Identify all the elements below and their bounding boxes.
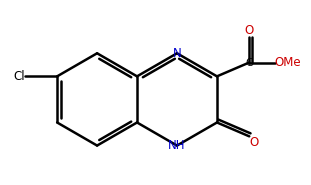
Text: OMe: OMe	[275, 56, 301, 69]
Text: C: C	[246, 58, 253, 68]
Text: NH: NH	[168, 139, 186, 152]
Text: O: O	[245, 24, 254, 37]
Text: Cl: Cl	[13, 70, 25, 83]
Text: N: N	[173, 47, 181, 60]
Text: O: O	[249, 136, 258, 149]
